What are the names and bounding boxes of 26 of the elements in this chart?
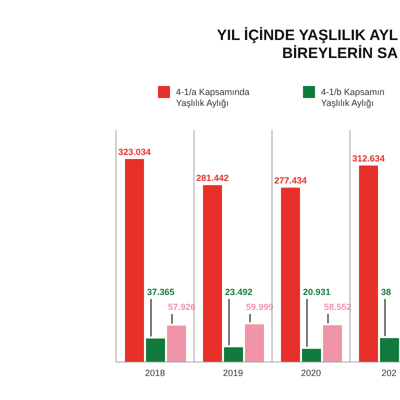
x-tick-label: 2020 (300, 368, 322, 378)
bar (203, 185, 222, 362)
bar (125, 159, 144, 362)
data-label: 20.931 (303, 287, 331, 297)
bar (146, 338, 165, 362)
bar (359, 166, 378, 362)
x-tick-label: 202 (381, 368, 397, 378)
bar (224, 347, 243, 362)
legend-label: 4-1/a Kapsamında Yaşlılık Aylığı (176, 87, 250, 108)
data-label: 37.365 (147, 287, 175, 297)
bar (323, 325, 342, 362)
bar (245, 324, 264, 362)
annotation: 38 (381, 287, 392, 297)
bar (281, 188, 300, 362)
bar (302, 348, 321, 362)
data-label: 312.634 (352, 154, 385, 164)
x-tick-label: 2018 (144, 368, 166, 378)
data-label: 323.034 (118, 147, 151, 157)
data-label: 277.434 (274, 176, 307, 186)
x-tick-label: 2019 (222, 368, 244, 378)
legend-label: 4-1/b Kapsamın Yaşlılık Aylığı (321, 87, 385, 108)
data-label: 23.492 (225, 287, 253, 297)
chart-title: YIL İÇİNDE YAŞLILIK AYL BİREYLERİN SA (216, 27, 398, 62)
data-label: 281.442 (196, 173, 229, 184)
bar (380, 338, 399, 362)
bar (167, 326, 186, 362)
